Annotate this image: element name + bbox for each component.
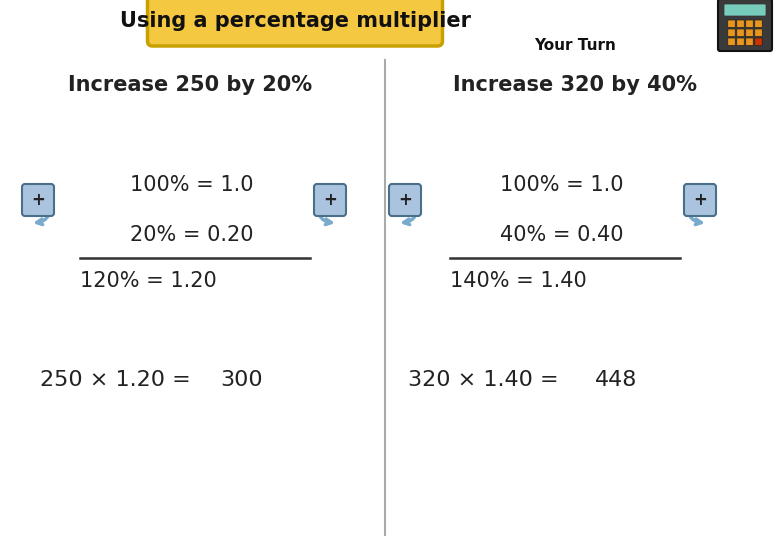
FancyBboxPatch shape [724, 4, 766, 16]
FancyBboxPatch shape [755, 38, 762, 45]
Text: +: + [31, 191, 45, 209]
Text: +: + [323, 191, 337, 209]
Text: 100% = 1.0: 100% = 1.0 [130, 175, 254, 195]
FancyBboxPatch shape [147, 0, 442, 46]
FancyBboxPatch shape [755, 20, 762, 28]
FancyBboxPatch shape [22, 184, 54, 216]
Text: 20% = 0.20: 20% = 0.20 [130, 225, 254, 245]
Text: Increase 320 by 40%: Increase 320 by 40% [453, 75, 697, 95]
Text: Using a percentage multiplier: Using a percentage multiplier [119, 11, 470, 31]
FancyBboxPatch shape [718, 0, 772, 51]
FancyBboxPatch shape [746, 29, 753, 37]
Text: 300: 300 [220, 370, 263, 390]
Text: +: + [398, 191, 412, 209]
FancyBboxPatch shape [684, 184, 716, 216]
Text: +: + [693, 191, 707, 209]
Text: 250 × 1.20 =: 250 × 1.20 = [40, 370, 191, 390]
Text: 40% = 0.40: 40% = 0.40 [500, 225, 623, 245]
Text: Your Turn: Your Turn [534, 37, 616, 52]
FancyBboxPatch shape [746, 20, 753, 28]
FancyBboxPatch shape [746, 38, 753, 45]
FancyBboxPatch shape [737, 38, 744, 45]
FancyBboxPatch shape [389, 184, 421, 216]
FancyBboxPatch shape [728, 38, 736, 45]
FancyBboxPatch shape [728, 20, 736, 28]
FancyBboxPatch shape [728, 29, 736, 37]
Text: 100% = 1.0: 100% = 1.0 [500, 175, 623, 195]
FancyBboxPatch shape [314, 184, 346, 216]
FancyBboxPatch shape [755, 29, 762, 37]
FancyBboxPatch shape [737, 20, 744, 28]
Text: 120% = 1.20: 120% = 1.20 [80, 271, 217, 291]
Text: 140% = 1.40: 140% = 1.40 [450, 271, 587, 291]
Text: Increase 250 by 20%: Increase 250 by 20% [68, 75, 312, 95]
Text: 320 × 1.40 =: 320 × 1.40 = [408, 370, 558, 390]
Text: 448: 448 [595, 370, 637, 390]
FancyBboxPatch shape [737, 29, 744, 37]
